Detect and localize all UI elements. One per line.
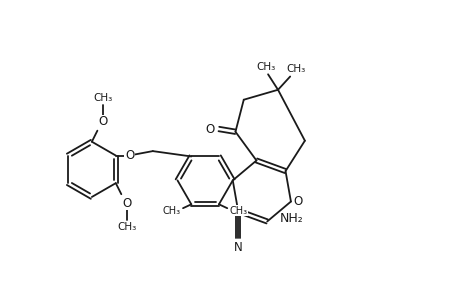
Text: CH₃: CH₃ [117, 222, 136, 232]
Text: O: O [122, 196, 131, 209]
Text: NH₂: NH₂ [280, 212, 303, 225]
Text: CH₃: CH₃ [230, 206, 247, 216]
Text: CH₃: CH₃ [162, 206, 180, 216]
Text: O: O [293, 195, 302, 208]
Text: CH₃: CH₃ [256, 61, 275, 72]
Text: CH₃: CH₃ [285, 64, 305, 74]
Text: O: O [125, 149, 134, 162]
Text: O: O [98, 115, 107, 128]
Text: CH₃: CH₃ [93, 93, 112, 103]
Text: N: N [233, 242, 242, 254]
Text: O: O [205, 122, 214, 136]
